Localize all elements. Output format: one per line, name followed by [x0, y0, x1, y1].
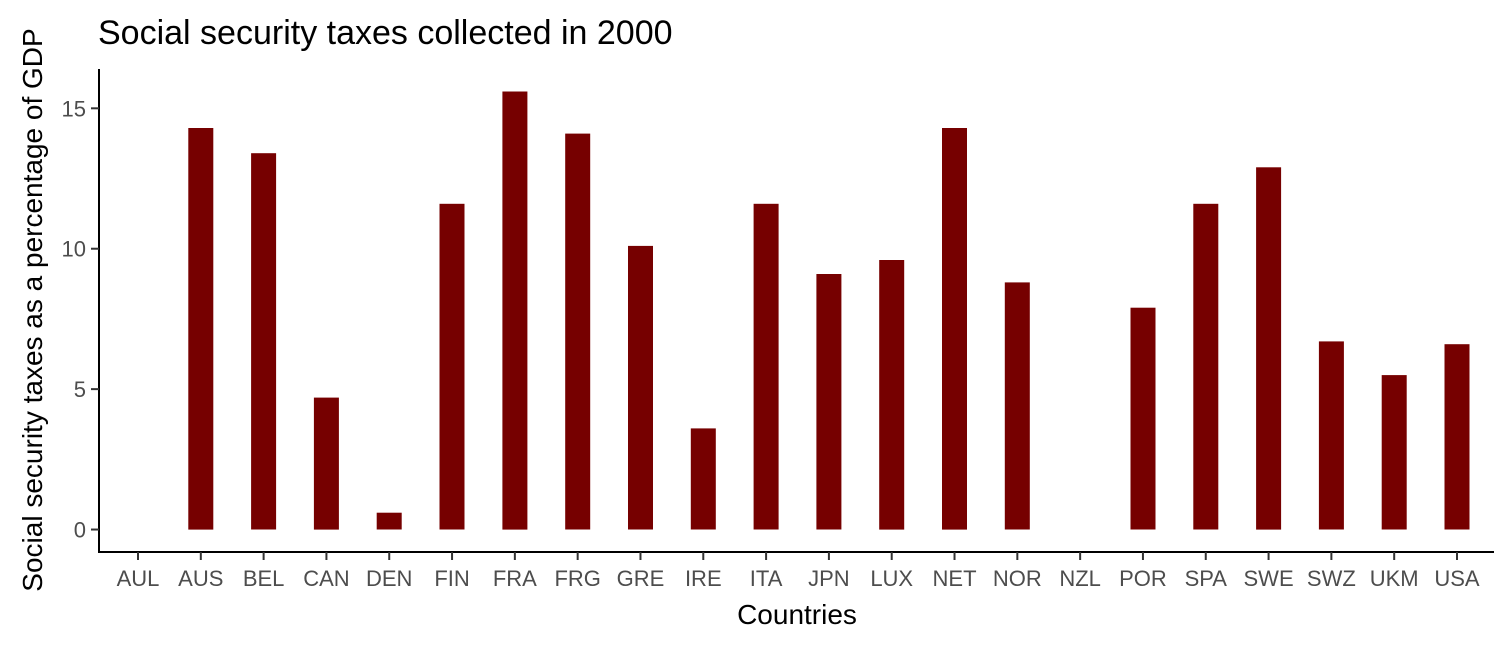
bar-ire — [690, 428, 716, 530]
x-tick-label: FRA — [493, 566, 537, 591]
y-ticks-group: 0 5 10 15 — [62, 96, 99, 543]
x-tick-label: NZL — [1059, 566, 1101, 591]
bar-fra — [502, 91, 528, 530]
x-tick-label: LUX — [870, 566, 913, 591]
bar-ukm — [1381, 375, 1407, 530]
y-axis-title: Social security taxes as a percentage of… — [17, 28, 48, 591]
x-tick-label: GRE — [617, 566, 665, 591]
x-tick-label: FIN — [434, 566, 469, 591]
x-tick-label: JPN — [808, 566, 850, 591]
bar-jpn — [816, 274, 842, 530]
x-tick-label: NOR — [993, 566, 1042, 591]
x-tick-label: BEL — [243, 566, 285, 591]
bar-spa — [1193, 203, 1219, 530]
x-tick-label: FRG — [554, 566, 600, 591]
y-tick-label: 0 — [74, 518, 86, 543]
bar-den — [376, 512, 402, 530]
x-tick-label: SWZ — [1307, 566, 1356, 591]
x-tick-label: POR — [1119, 566, 1167, 591]
x-tick-label: ITA — [750, 566, 783, 591]
bar-fin — [439, 203, 465, 530]
bar-bel — [251, 153, 277, 530]
x-tick-label: DEN — [366, 566, 412, 591]
bar-aus — [188, 128, 214, 530]
bars-group — [188, 91, 1470, 530]
x-tick-label: UKM — [1370, 566, 1419, 591]
y-tick-label: 5 — [74, 377, 86, 402]
x-tick-label: USA — [1434, 566, 1480, 591]
x-tick-label: NET — [933, 566, 977, 591]
y-tick-label: 15 — [62, 96, 86, 121]
x-tick-label: SWE — [1244, 566, 1294, 591]
x-tick-label: AUS — [178, 566, 223, 591]
x-tick-label: IRE — [685, 566, 722, 591]
bar-net — [942, 128, 967, 530]
x-tick-label: CAN — [303, 566, 349, 591]
x-axis-title: Countries — [737, 599, 857, 630]
bar-frg — [565, 133, 591, 530]
x-tick-label: SPA — [1185, 566, 1228, 591]
bar-lux — [879, 260, 905, 530]
x-ticks-group: AUL AUS BEL CAN DEN FIN FRA FRG GRE IRE ITA JPN LUX N… — [117, 552, 1480, 591]
bar-ita — [753, 203, 779, 530]
x-tick-label: AUL — [117, 566, 160, 591]
chart-title: Social security taxes collected in 2000 — [98, 14, 673, 52]
bar-nor — [1004, 282, 1030, 530]
bar-swe — [1256, 167, 1282, 530]
bar-por — [1130, 307, 1156, 530]
bar-can — [313, 397, 339, 530]
y-tick-label: 10 — [62, 237, 86, 262]
bar-gre — [628, 245, 653, 530]
bar-usa — [1444, 344, 1470, 530]
bar-swz — [1318, 341, 1344, 530]
